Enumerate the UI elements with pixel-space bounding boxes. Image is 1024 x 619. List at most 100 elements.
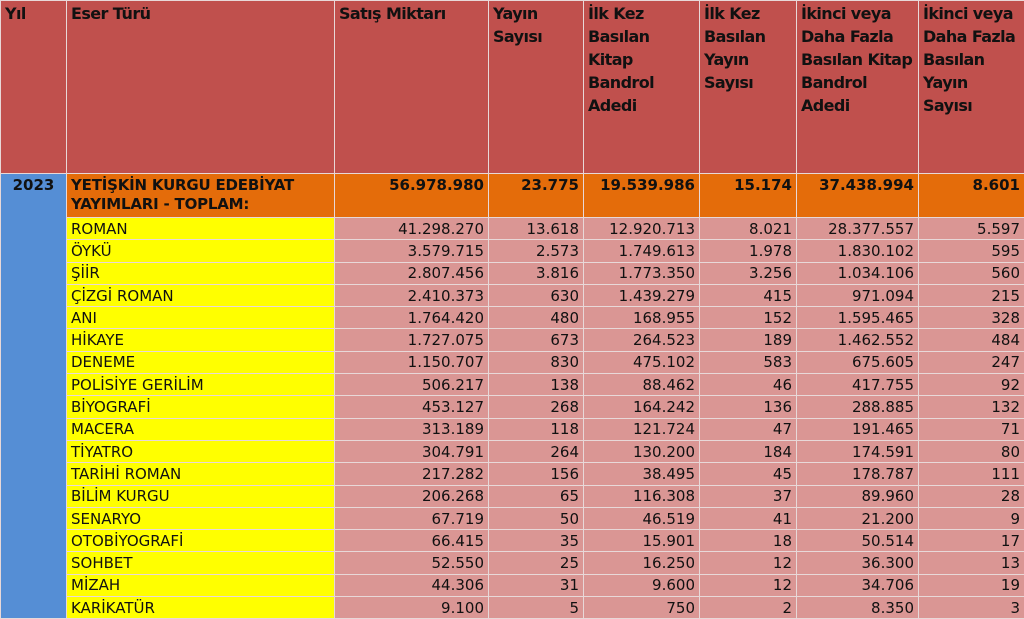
value-cell: 130.200 bbox=[584, 440, 700, 462]
value-cell: 288.885 bbox=[797, 396, 919, 418]
value-cell: 12 bbox=[700, 574, 797, 596]
value-cell: 28 bbox=[919, 485, 1024, 507]
value-cell: 116.308 bbox=[584, 485, 700, 507]
value-cell: 217.282 bbox=[335, 463, 489, 485]
value-cell: 17 bbox=[919, 530, 1024, 552]
value-cell: 111 bbox=[919, 463, 1024, 485]
value-cell: 1.978 bbox=[700, 240, 797, 262]
value-cell: 34.706 bbox=[797, 574, 919, 596]
value-cell: 44.306 bbox=[335, 574, 489, 596]
value-cell: 328 bbox=[919, 307, 1024, 329]
value-cell: 583 bbox=[700, 351, 797, 373]
value-cell: 168.955 bbox=[584, 307, 700, 329]
header-publication-count: Yayın Sayısı bbox=[489, 1, 584, 174]
genre-name: DENEME bbox=[67, 351, 335, 373]
total-row: 2023 YETİŞKİN KURGU EDEBİYAT YAYIMLARI -… bbox=[1, 174, 1024, 218]
value-cell: 13 bbox=[919, 552, 1024, 574]
genre-name: ÖYKÜ bbox=[67, 240, 335, 262]
genre-name: TİYATRO bbox=[67, 440, 335, 462]
value-cell: 156 bbox=[489, 463, 584, 485]
total-value: 37.438.994 bbox=[797, 174, 919, 218]
value-cell: 480 bbox=[489, 307, 584, 329]
value-cell: 178.787 bbox=[797, 463, 919, 485]
value-cell: 560 bbox=[919, 262, 1024, 284]
value-cell: 1.595.465 bbox=[797, 307, 919, 329]
value-cell: 1.749.613 bbox=[584, 240, 700, 262]
header-row: Yıl Eser Türü Satış Miktarı Yayın Sayısı… bbox=[1, 1, 1024, 174]
value-cell: 268 bbox=[489, 396, 584, 418]
value-cell: 595 bbox=[919, 240, 1024, 262]
value-cell: 21.200 bbox=[797, 507, 919, 529]
value-cell: 38.495 bbox=[584, 463, 700, 485]
value-cell: 630 bbox=[489, 284, 584, 306]
value-cell: 8.350 bbox=[797, 597, 919, 619]
value-cell: 136 bbox=[700, 396, 797, 418]
value-cell: 31 bbox=[489, 574, 584, 596]
value-cell: 15.901 bbox=[584, 530, 700, 552]
value-cell: 1.830.102 bbox=[797, 240, 919, 262]
value-cell: 25 bbox=[489, 552, 584, 574]
value-cell: 138 bbox=[489, 374, 584, 396]
value-cell: 675.605 bbox=[797, 351, 919, 373]
header-sales: Satış Miktarı bbox=[335, 1, 489, 174]
value-cell: 89.960 bbox=[797, 485, 919, 507]
genre-name: BİLİM KURGU bbox=[67, 485, 335, 507]
value-cell: 1.764.420 bbox=[335, 307, 489, 329]
value-cell: 1.150.707 bbox=[335, 351, 489, 373]
header-work-type: Eser Türü bbox=[67, 1, 335, 174]
header-first-print-bandrol: İlk Kez Basılan Kitap Bandrol Adedi bbox=[584, 1, 700, 174]
value-cell: 36.300 bbox=[797, 552, 919, 574]
value-cell: 264 bbox=[489, 440, 584, 462]
total-value: 19.539.986 bbox=[584, 174, 700, 218]
value-cell: 264.523 bbox=[584, 329, 700, 351]
value-cell: 50 bbox=[489, 507, 584, 529]
genre-name: TARİHİ ROMAN bbox=[67, 463, 335, 485]
value-cell: 12.920.713 bbox=[584, 218, 700, 240]
value-cell: 3.579.715 bbox=[335, 240, 489, 262]
genre-name: ÇİZGİ ROMAN bbox=[67, 284, 335, 306]
value-cell: 152 bbox=[700, 307, 797, 329]
value-cell: 247 bbox=[919, 351, 1024, 373]
value-cell: 174.591 bbox=[797, 440, 919, 462]
value-cell: 19 bbox=[919, 574, 1024, 596]
value-cell: 750 bbox=[584, 597, 700, 619]
value-cell: 67.719 bbox=[335, 507, 489, 529]
value-cell: 191.465 bbox=[797, 418, 919, 440]
value-cell: 164.242 bbox=[584, 396, 700, 418]
value-cell: 41.298.270 bbox=[335, 218, 489, 240]
value-cell: 35 bbox=[489, 530, 584, 552]
value-cell: 1.462.552 bbox=[797, 329, 919, 351]
total-value: 15.174 bbox=[700, 174, 797, 218]
genre-name: MİZAH bbox=[67, 574, 335, 596]
value-cell: 13.618 bbox=[489, 218, 584, 240]
total-value: 23.775 bbox=[489, 174, 584, 218]
value-cell: 475.102 bbox=[584, 351, 700, 373]
genre-name: ROMAN bbox=[67, 218, 335, 240]
value-cell: 2.807.456 bbox=[335, 262, 489, 284]
value-cell: 41 bbox=[700, 507, 797, 529]
value-cell: 12 bbox=[700, 552, 797, 574]
genre-name: BİYOGRAFİ bbox=[67, 396, 335, 418]
value-cell: 215 bbox=[919, 284, 1024, 306]
value-cell: 80 bbox=[919, 440, 1024, 462]
value-cell: 16.250 bbox=[584, 552, 700, 574]
genre-name: SENARYO bbox=[67, 507, 335, 529]
value-cell: 46 bbox=[700, 374, 797, 396]
value-cell: 1.773.350 bbox=[584, 262, 700, 284]
value-cell: 50.514 bbox=[797, 530, 919, 552]
